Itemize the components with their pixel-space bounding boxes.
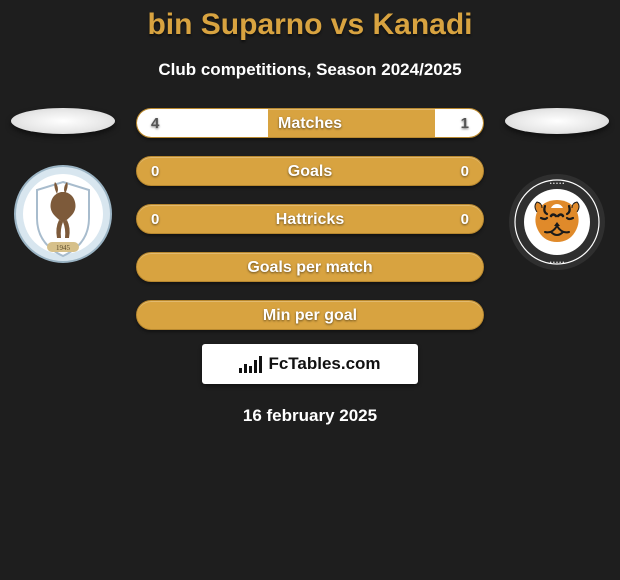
stats-column: Matches41Goals00Hattricks00Goals per mat…: [136, 108, 484, 330]
right-side: • • • • • • • • • •: [502, 108, 612, 272]
stat-value-left: 0: [151, 157, 159, 186]
stat-value-right: 0: [461, 205, 469, 234]
svg-text:• • • • •: • • • • •: [550, 181, 565, 187]
left-side: 1945: [8, 108, 118, 272]
footer-date: 16 february 2025: [0, 406, 620, 426]
stat-value-right: 0: [461, 157, 469, 186]
stat-row: Matches4 1: [136, 108, 484, 138]
brand-bars-icon: [239, 355, 262, 373]
stat-label: Hattricks: [137, 205, 483, 234]
shield-deer-icon: 1945: [13, 164, 113, 280]
stat-row: Goals per match: [136, 252, 484, 282]
stat-label: Min per goal: [137, 301, 483, 330]
brand-text: FcTables.com: [268, 354, 380, 374]
club-logo-right: • • • • • • • • • •: [507, 172, 607, 272]
stat-row: Hattricks0 0: [136, 204, 484, 234]
player-photo-right: [505, 108, 609, 134]
brand-badge: FcTables.com: [202, 344, 418, 384]
club-logo-left: 1945: [13, 172, 113, 272]
main-row: 1945 Matches41Goals00Hattricks00Goals pe…: [0, 108, 620, 330]
stat-label: Matches: [137, 109, 483, 138]
page-title: bin Suparno vs Kanadi: [0, 8, 620, 42]
stat-value-left: 4: [151, 109, 159, 138]
stat-value-right: 1: [461, 109, 469, 138]
svg-text:• • • • •: • • • • •: [550, 260, 565, 266]
player-photo-left: [11, 108, 115, 134]
subtitle: Club competitions, Season 2024/2025: [0, 60, 620, 80]
stat-label: Goals per match: [137, 253, 483, 282]
stat-row: Goals0 0: [136, 156, 484, 186]
infographic-root: bin Suparno vs Kanadi Club competitions,…: [0, 0, 620, 426]
stat-label: Goals: [137, 157, 483, 186]
ring-tiger-icon: • • • • • • • • • •: [507, 172, 607, 272]
svg-text:1945: 1945: [56, 244, 71, 252]
stat-value-left: 0: [151, 205, 159, 234]
stat-row: Min per goal: [136, 300, 484, 330]
